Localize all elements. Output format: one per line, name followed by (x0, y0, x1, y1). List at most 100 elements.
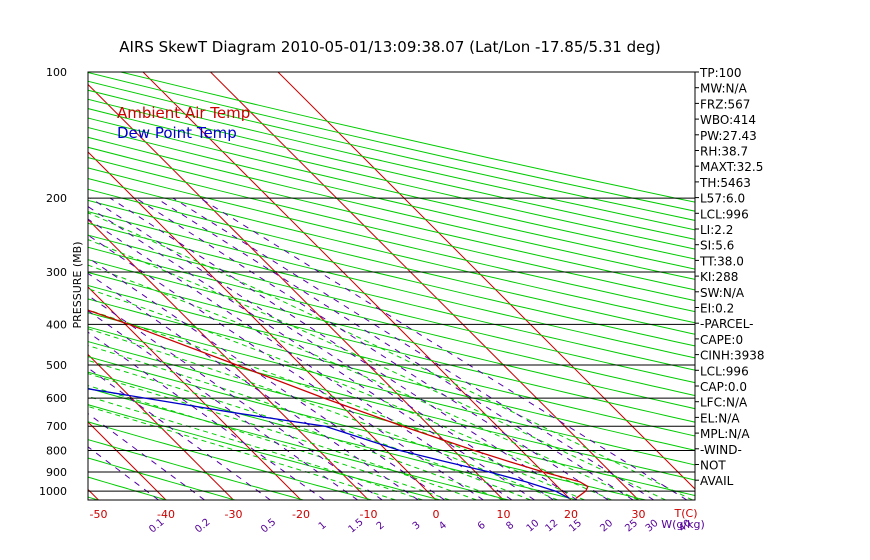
moist-adiabat-line (88, 288, 612, 500)
dry-adiabat-line (88, 157, 695, 302)
dry-adiabat-line (88, 188, 695, 335)
legend-temperature: Ambient Air Temp (117, 104, 250, 122)
index-value: SI:5.6 (700, 239, 734, 253)
dry-adiabat-line (88, 146, 695, 291)
legend-dewpoint: Dew Point Temp (117, 124, 237, 142)
chart-title: AIRS SkewT Diagram 2010-05-01/13:09:38.0… (119, 38, 660, 56)
dry-adiabat-line (88, 167, 695, 313)
dry-adiabat-line (88, 177, 695, 324)
index-value: FRZ:567 (700, 97, 750, 111)
index-value: CAP:0.0 (700, 380, 747, 394)
dry-adiabat-line (88, 341, 695, 497)
bottom-temp-tick-label: 30 (632, 508, 646, 521)
mixing-ratio-tick-label: 30 (644, 518, 661, 535)
dry-adiabat-line (88, 312, 695, 466)
dry-adiabat-line (88, 199, 695, 347)
mixing-ratio-line (88, 413, 205, 500)
index-value: KI:288 (700, 270, 738, 284)
isotherm-line (88, 421, 167, 500)
dry-adiabat-line (88, 284, 695, 437)
dry-adiabat-line (0, 72, 30, 500)
dry-adiabat-line (88, 222, 695, 371)
isotherm-line (88, 151, 437, 500)
moist-adiabat-line (88, 212, 693, 500)
mixing-ratio-line (88, 272, 419, 500)
dry-adiabat-line (88, 259, 695, 410)
isotherm-line (142, 72, 572, 500)
mixing-ratio-tick-label: 1 (317, 520, 329, 533)
dry-adiabat-line (88, 117, 695, 260)
dry-adiabat-line (88, 127, 695, 270)
index-value: MPL:N/A (700, 427, 750, 441)
grid-lines (0, 72, 695, 500)
dry-adiabat-line (88, 298, 695, 451)
pressure-tick-label: 300 (46, 266, 67, 279)
mixing-ratio-tick-label: 0.5 (259, 517, 278, 536)
dry-adiabat-line (88, 211, 695, 359)
pressure-tick-label: 800 (46, 445, 67, 458)
mixing-ratio-line (135, 197, 609, 500)
mixing-ratio-line (156, 197, 634, 500)
plot-frame (87, 71, 696, 501)
index-value: CINH:3938 (700, 349, 765, 363)
index-value: LCL:996 (700, 364, 749, 378)
mixing-ratio-line (110, 197, 578, 500)
pressure-tick-label: 200 (46, 192, 67, 205)
pressure-tick-label: 900 (46, 466, 67, 479)
pressure-tick-label: 400 (46, 318, 67, 331)
axes: 1002003004005006007008009001000-120-110-… (39, 66, 705, 536)
mixing-ratio-line (88, 218, 513, 500)
dry-adiabat-line (88, 246, 695, 397)
bottom-temp-tick-label: -50 (90, 508, 108, 521)
mixing-ratio-line (90, 197, 554, 500)
index-value: EI:0.2 (700, 302, 734, 316)
mixing-ratio-tick-label: 10 (525, 518, 542, 535)
index-value: NOT (700, 459, 726, 473)
temperature-profile (88, 309, 589, 499)
index-value: WBO:414 (700, 113, 756, 127)
pressure-tick-label: 600 (46, 392, 67, 405)
dry-adiabat-line (88, 136, 695, 280)
bottom-temp-tick-label: -20 (292, 508, 310, 521)
mixing-ratio-line (172, 197, 655, 500)
isotherm-line (210, 72, 639, 500)
mixing-ratio-tick-label: 2 (375, 520, 387, 533)
mixing-ratio-tick-label: 20 (598, 518, 615, 535)
moist-adiabat-line (88, 264, 639, 500)
moist-adiabat-line (88, 385, 450, 500)
mixing-ratio-tick-label: 4 (437, 520, 449, 533)
y-axis-label: PRESSURE (MB) (71, 242, 84, 329)
dry-adiabat-line (88, 421, 373, 500)
index-value: TT:38.0 (699, 254, 744, 268)
moist-adiabat-line (88, 309, 585, 500)
index-value: LFC:N/A (700, 396, 748, 410)
dry-adiabat-line (88, 356, 646, 500)
dry-adiabat-line (88, 404, 441, 500)
mixing-axis-unit: W(g/kg) (661, 518, 705, 531)
index-value: AVAIL (700, 474, 734, 488)
index-value: TP:100 (699, 66, 742, 80)
index-value: MW:N/A (700, 82, 748, 96)
bottom-temp-tick-label: -30 (225, 508, 243, 521)
pressure-tick-label: 100 (46, 66, 67, 79)
index-value: PW:27.43 (700, 129, 757, 143)
pressure-tick-label: 700 (46, 420, 67, 433)
index-value: RH:38.7 (700, 145, 748, 159)
pressure-tick-label: 1000 (39, 485, 67, 498)
moist-adiabat-line (88, 359, 504, 500)
bottom-axis-unit: T(C) (674, 507, 698, 520)
dry-adiabat-line (88, 439, 304, 500)
profile-series (88, 309, 589, 499)
bottom-temp-tick-label: 10 (497, 508, 511, 521)
pressure-tick-label: 500 (46, 359, 67, 372)
dry-adiabat-line (88, 371, 578, 500)
isotherm-line (277, 72, 695, 490)
index-value: CAPE:0 (700, 333, 743, 347)
index-value: -PARCEL- (700, 317, 754, 331)
bottom-temp-tick-label: -40 (157, 508, 175, 521)
dry-adiabat-line (88, 457, 236, 500)
mixing-ratio-line (88, 310, 359, 500)
bottom-temp-tick-label: 20 (564, 508, 578, 521)
